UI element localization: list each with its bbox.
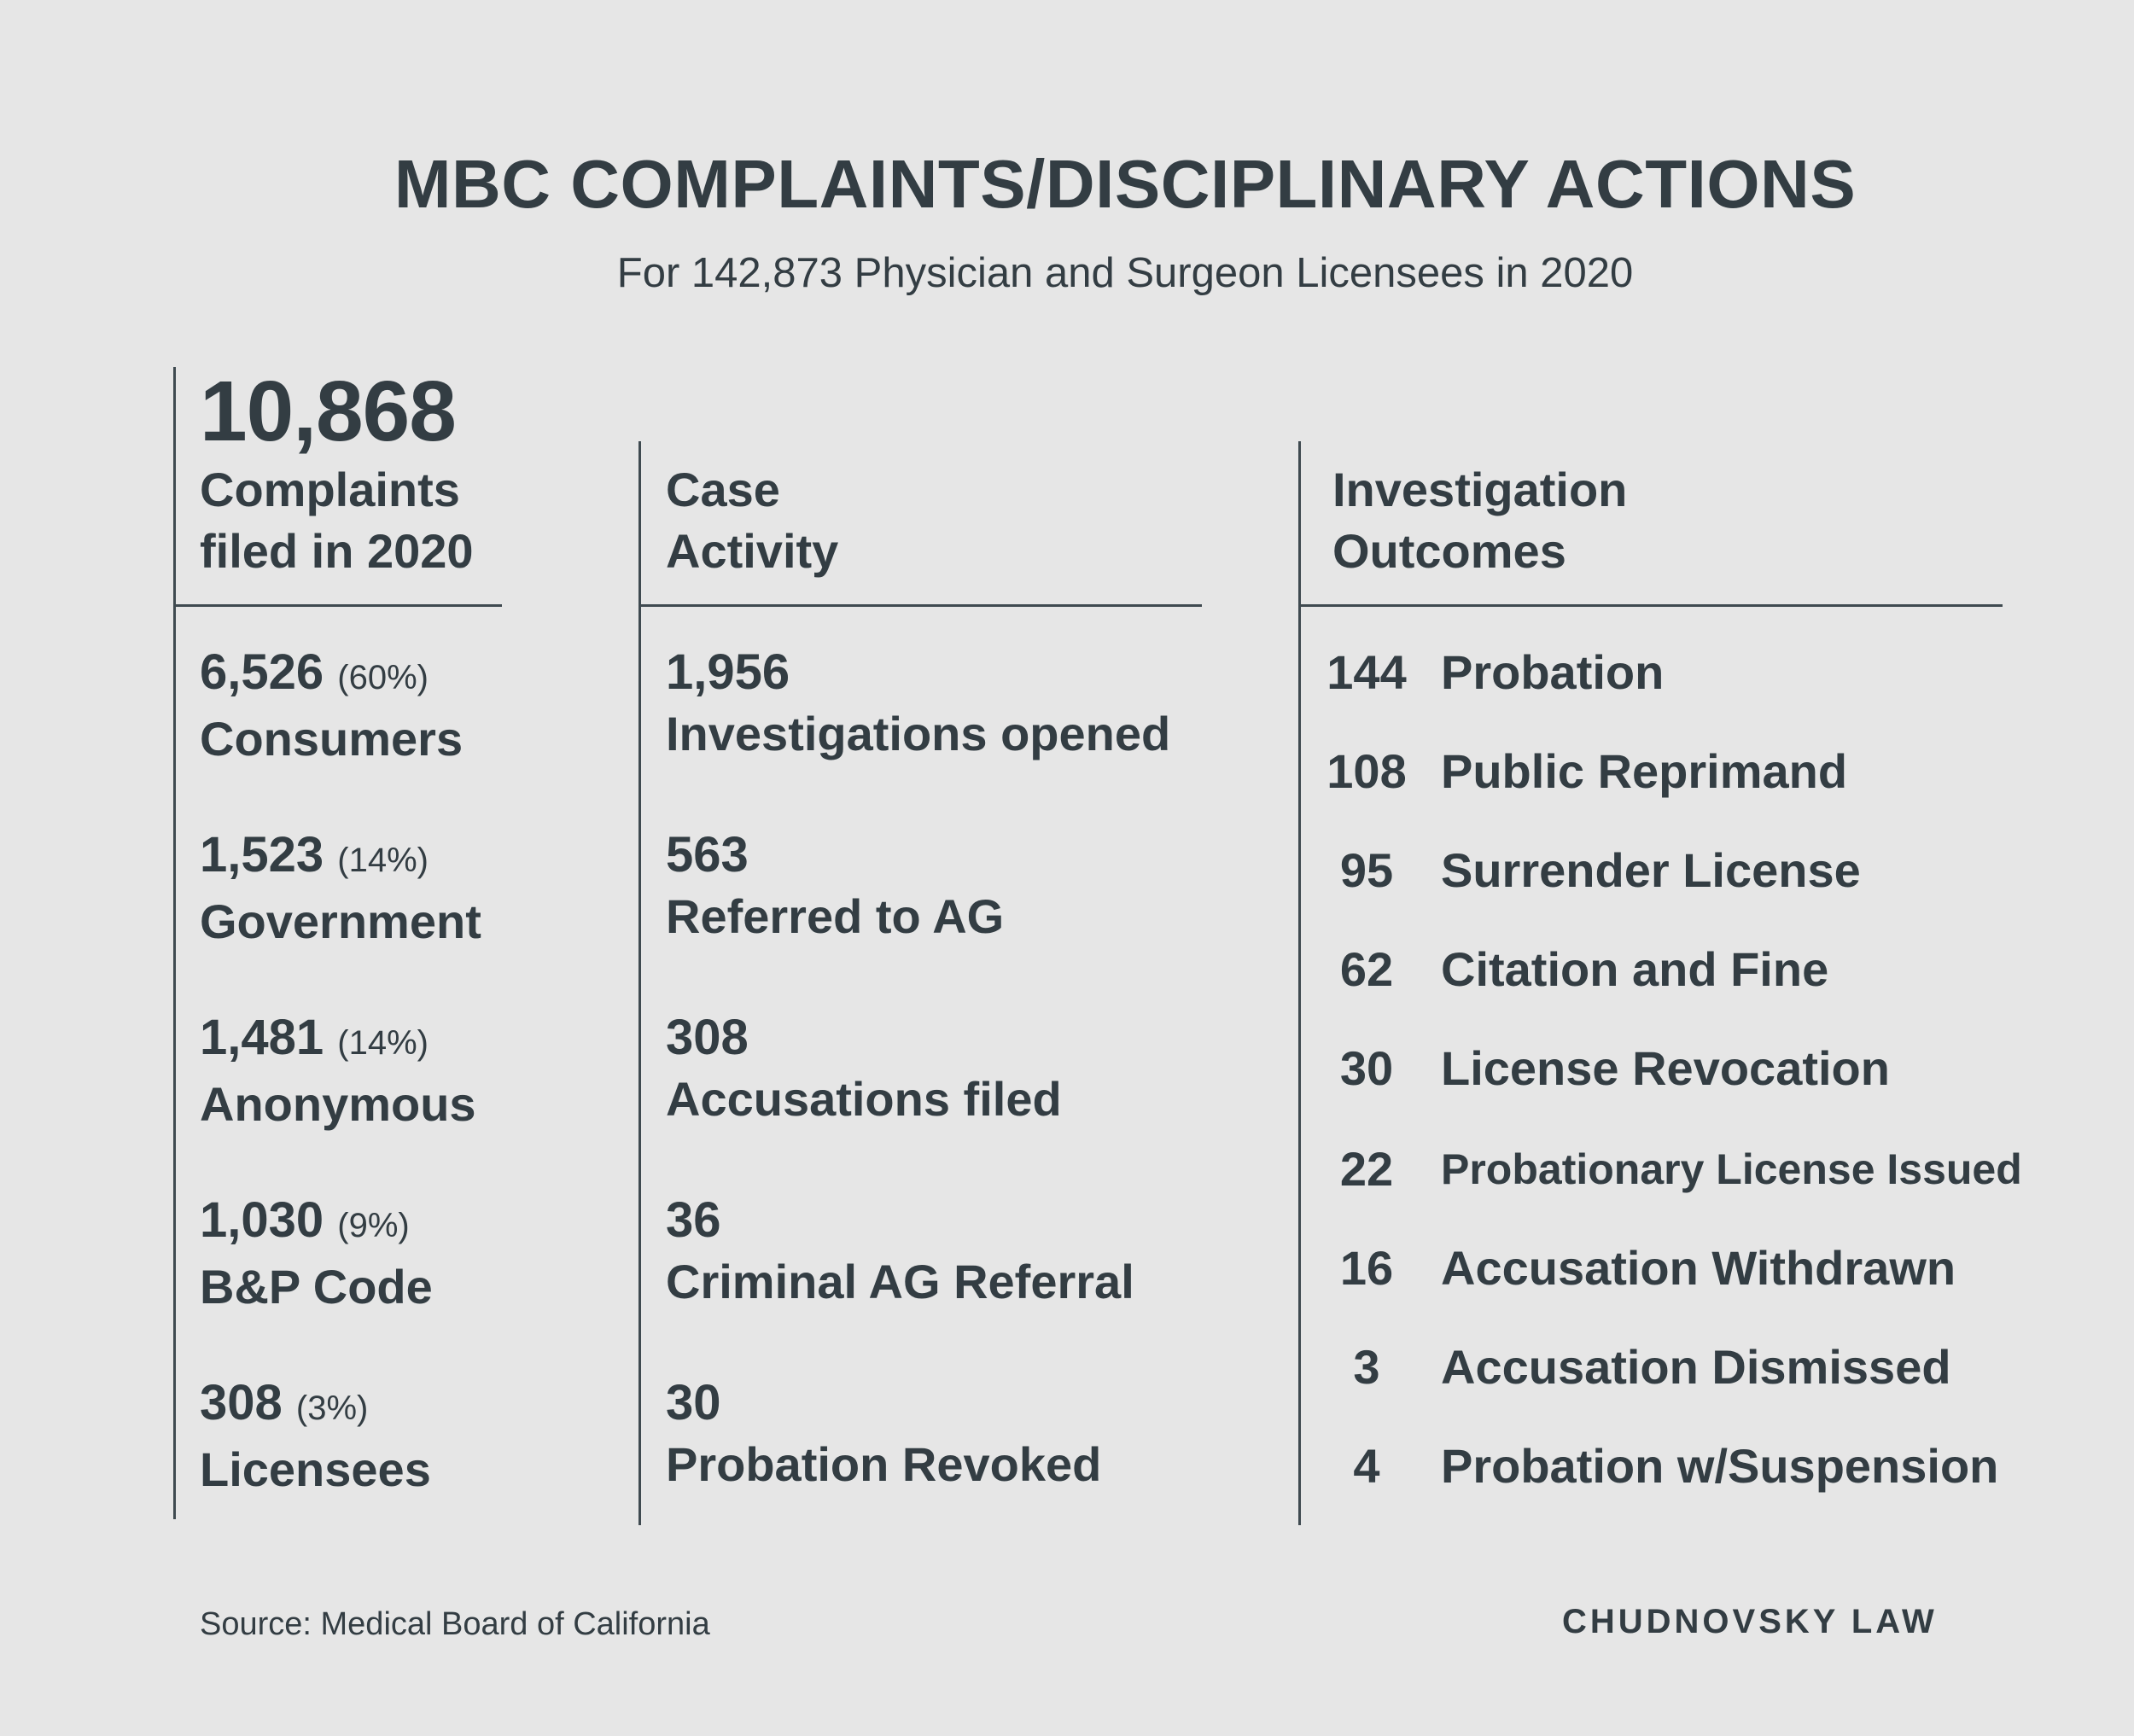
case-activity-item: 36 Criminal AG Referral	[666, 1192, 1134, 1308]
column-3-divider	[1298, 441, 1301, 1525]
complaint-source-item: 308 (3%) Licensees	[200, 1375, 431, 1496]
case-activity-item: 30 Probation Revoked	[666, 1375, 1102, 1491]
column-2-header-rule	[638, 604, 1202, 607]
investigation-outcomes-heading: Investigation Outcomes	[1332, 463, 1628, 578]
complaint-source-item: 6,526 (60%) Consumers	[200, 644, 464, 766]
complaints-heading: Complaints filed in 2020	[200, 463, 474, 578]
complaint-source-item: 1,523 (14%) Government	[200, 827, 481, 948]
case-activity-item: 563 Referred to AG	[666, 827, 1005, 943]
column-1-divider	[173, 367, 176, 1519]
column-2-divider	[638, 441, 641, 1525]
complaint-source-item: 1,030 (9%) B&P Code	[200, 1192, 433, 1314]
brand-logo-text: CHUDNOVSKY LAW	[1562, 1603, 1938, 1640]
case-activity-heading: Case Activity	[666, 463, 839, 578]
page-title: MBC COMPLAINTS/DISCIPLINARY ACTIONS	[394, 146, 1857, 222]
case-activity-item: 1,956 Investigations opened	[666, 644, 1171, 760]
complaint-source-item: 1,481 (14%) Anonymous	[200, 1010, 476, 1131]
column-3-header-rule	[1298, 604, 2003, 607]
source-note: Source: Medical Board of California	[200, 1606, 710, 1642]
case-activity-item: 308 Accusations filed	[666, 1010, 1062, 1126]
total-complaints: 10,868	[200, 364, 457, 459]
column-1-header-rule	[173, 604, 502, 607]
page-subtitle: For 142,873 Physician and Surgeon Licens…	[616, 250, 1634, 296]
